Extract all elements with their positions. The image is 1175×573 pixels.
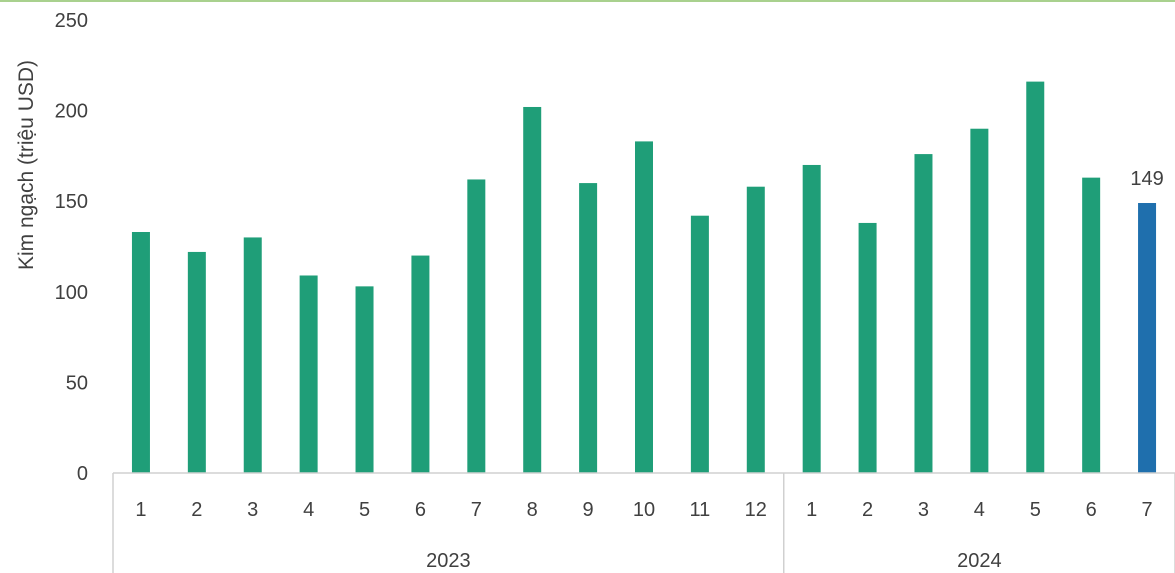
bar: [1082, 177, 1101, 473]
data-labels: 149: [1130, 168, 1163, 190]
bar: [579, 183, 598, 473]
bar: [467, 179, 486, 473]
x-tick-label: 3: [918, 499, 929, 521]
y-tick-label: 150: [55, 191, 88, 213]
bar: [355, 286, 374, 473]
x-tick-label: 2: [191, 499, 202, 521]
y-tick-label: 100: [55, 282, 88, 304]
x-tick-label: 12: [745, 499, 767, 521]
bar: [1026, 81, 1045, 474]
x-group-label: 2023: [426, 550, 471, 572]
x-tick-label: 4: [974, 499, 985, 521]
x-tick-label: 3: [247, 499, 258, 521]
bar: [299, 275, 318, 473]
x-tick-label: 5: [359, 499, 370, 521]
x-tick-label: 7: [1141, 499, 1152, 521]
x-tick-label: 6: [415, 499, 426, 521]
bars: [131, 81, 1157, 474]
data-label: 149: [1130, 168, 1163, 190]
x-tick-label: 6: [1086, 499, 1097, 521]
y-tick-label: 250: [55, 10, 88, 32]
bar: [523, 106, 542, 473]
bar: [411, 255, 430, 473]
y-tick-label: 200: [55, 101, 88, 123]
bar: [746, 186, 765, 473]
bar: [131, 232, 150, 473]
x-group-label: 2024: [957, 550, 1002, 572]
x-tick-label: 1: [806, 499, 817, 521]
bar: [635, 141, 653, 473]
bar: [1138, 203, 1157, 473]
x-tick-label: 8: [527, 499, 538, 521]
bar: [914, 154, 933, 473]
x-tick-label: 11: [690, 499, 711, 521]
bar: [802, 164, 821, 473]
bar: [970, 128, 989, 473]
x-tick-label: 5: [1030, 499, 1041, 521]
y-tick-label: 50: [66, 372, 88, 394]
x-tick-label: 7: [471, 499, 482, 521]
bar: [858, 222, 877, 473]
bar: [690, 215, 709, 473]
x-tick-label: 9: [583, 499, 594, 521]
x-tick-label: 2: [862, 499, 873, 521]
y-tick-label: 0: [77, 463, 88, 485]
y-axis-label: Kim ngạch (triệu USD): [15, 60, 38, 270]
bar: [243, 237, 262, 473]
x-tick-label: 4: [303, 499, 314, 521]
x-tick-label: 10: [633, 499, 655, 521]
y-axis-ticks: 0 50 100 150 200 250: [55, 10, 88, 485]
top-border-line: [0, 0, 1175, 2]
bar: [187, 251, 206, 473]
x-tick-label: 1: [135, 499, 146, 521]
